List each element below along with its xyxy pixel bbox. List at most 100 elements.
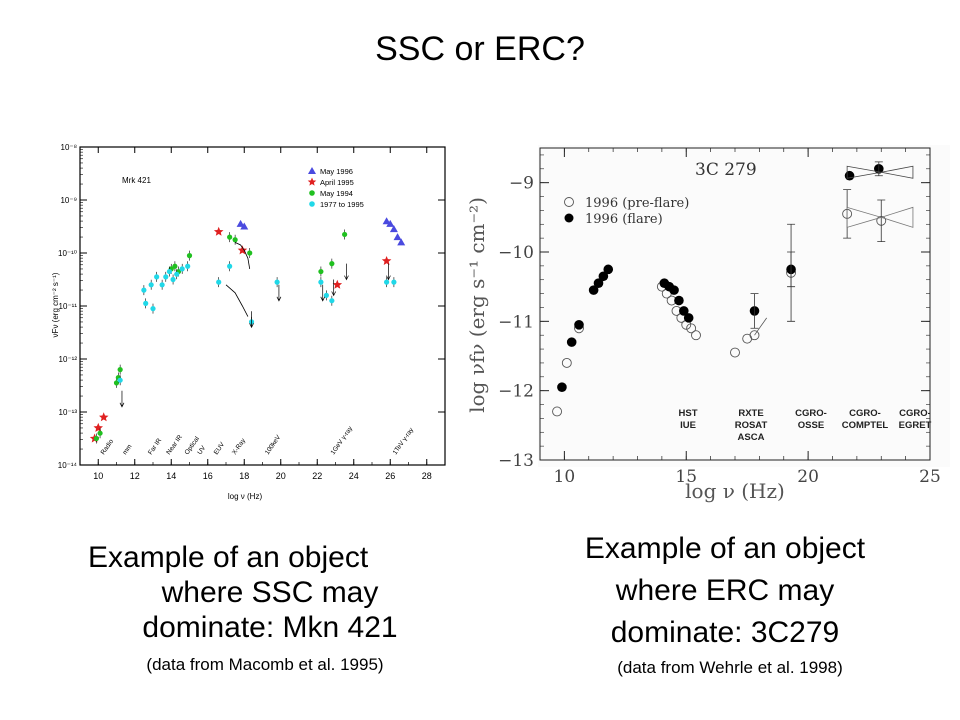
right-point-pre-flare [749, 330, 760, 341]
left-band-label: Near IR [165, 434, 184, 457]
right-y-tick-label: −9 [509, 174, 534, 194]
left-legend-label: May 1996 [320, 167, 353, 176]
left-point-april-1995 [99, 412, 109, 422]
left-x-tick-label: 20 [276, 471, 286, 481]
right-point-flare [844, 170, 855, 181]
left-point-1977-1995 [143, 300, 149, 306]
right-point-flare [669, 285, 679, 295]
left-point-1977-1995 [174, 271, 180, 277]
left-point-1977-1995 [216, 279, 222, 285]
right-errorbar [787, 223, 796, 322]
left-caption-line3: dominate: Mkn 421 [142, 611, 398, 644]
right-x-tick-label: 10 [554, 467, 576, 487]
slide-title: SSC or ERC? [375, 30, 585, 68]
left-point-may-1996 [397, 238, 406, 246]
left-point-may-1996 [389, 225, 398, 233]
left-uv-model-curve [225, 284, 249, 317]
right-x-tick-label: 20 [797, 467, 819, 487]
left-y-tick-label: 10⁻⁹ [60, 196, 77, 205]
left-point-may-1994 [342, 231, 348, 238]
right-band-label: EGRET [899, 420, 932, 431]
left-x-tick-label: 14 [166, 471, 176, 481]
left-upper-limit-arrow [386, 263, 391, 281]
left-point-1977-1995 [323, 292, 329, 298]
left-caption: Example of an object where SSC may domin… [70, 540, 470, 645]
left-upper-limit-arrow [119, 390, 125, 408]
mrk421-sed-plot: 10 12 14 16 18 20 22 24 26 28 10⁻⁸ 10⁻⁹ 10⁻¹⁰ 10⁻¹¹ 10… [51, 143, 446, 501]
right-y-tick-label: −13 [498, 451, 534, 471]
left-upper-limit-arrow [249, 311, 254, 329]
left-y-tick-label: 10⁻¹⁰ [58, 249, 77, 258]
right-source-note: (data from Wehrle et al. 1998) [617, 658, 843, 677]
right-object-label: 3C 279 [695, 160, 757, 180]
left-legend-label: April 1995 [320, 178, 354, 187]
left-legend: May 1996 April 1995 May 1994 1977 to 1995 [307, 167, 364, 209]
right-xray-slope-line [754, 317, 768, 336]
right-band-label: COMPTEL [842, 420, 889, 431]
left-legend-marker [309, 201, 315, 207]
right-x-axis-label: log ν (Hz) [685, 479, 785, 503]
left-point-may-1994 [247, 250, 253, 256]
left-point-1977-1995 [141, 287, 147, 293]
right-band-label: ROSAT [735, 420, 768, 431]
left-xray-model-curve [234, 242, 251, 269]
left-x-tick-label: 18 [239, 471, 249, 481]
right-caption-line2: where ERC may [615, 574, 835, 607]
left-point-1977-1995 [384, 279, 390, 285]
right-x-tick-label: 25 [919, 467, 941, 487]
left-point-may-1994 [186, 253, 193, 259]
left-point-1977-1995 [163, 274, 169, 280]
left-x-tick-label: 10 [93, 471, 103, 481]
left-upper-limit-arrow [276, 284, 282, 302]
right-point-pre-flare [691, 330, 701, 341]
left-point-april-1995 [332, 279, 343, 289]
left-legend-label: 1977 to 1995 [320, 200, 364, 209]
right-band-label: ASCA [738, 432, 765, 443]
left-x-tick-label: 24 [349, 471, 359, 481]
left-upper-limit-arrow [344, 263, 349, 281]
left-point-1977-1995 [170, 276, 176, 283]
left-point-1977-1995 [154, 274, 160, 280]
left-point-may-1996 [393, 233, 402, 241]
left-legend-marker [309, 190, 315, 196]
left-band-label: X-Ray [231, 437, 248, 456]
right-point-flare [566, 337, 577, 347]
left-x-tick-label: 22 [312, 471, 322, 481]
right-errorbar [874, 161, 883, 177]
right-legend-marker [564, 197, 574, 207]
right-errorbar [750, 293, 759, 329]
right-point-flare [574, 320, 584, 330]
left-x-tick-label: 16 [203, 471, 213, 481]
right-y-tick-label: −12 [498, 382, 534, 402]
left-y-tick-label: 10⁻¹⁴ [58, 461, 78, 470]
left-point-1977-1995 [318, 279, 324, 285]
right-point-pre-flare [561, 357, 572, 368]
right-legend-label: 1996 (flare) [585, 212, 663, 227]
right-point-flare [683, 313, 694, 323]
right-point-flare [588, 285, 599, 295]
left-legend-marker [308, 167, 316, 174]
left-caption-line1: Example of an object [88, 541, 369, 574]
left-point-may-1996 [240, 222, 249, 230]
left-point-1977-1995 [179, 266, 185, 272]
right-y-tick-label: −11 [498, 312, 534, 332]
left-point-1977-1995 [274, 279, 280, 285]
left-point-may-1994 [117, 367, 123, 373]
left-point-1977-1995 [329, 298, 335, 304]
left-legend-label: May 1994 [320, 189, 353, 198]
left-y-tick-label: 10⁻¹² [59, 355, 78, 364]
right-plot-bg [538, 145, 950, 467]
left-band-label: 1GeV γ-ray [330, 425, 355, 457]
right-point-pre-flare [730, 347, 740, 358]
left-point-may-1994 [227, 234, 233, 240]
left-source-note: (data from Macomb et al. 1995) [146, 655, 384, 674]
right-band-label: OSSE [798, 420, 824, 431]
right-point-flare [679, 306, 689, 316]
right-y-tick-label: −10 [498, 243, 534, 263]
3c279-sed-plot: 10 15 20 25 −9 −10 −11 −12 −13 3C 279 1996 (pre-… [465, 145, 950, 503]
left-x-tick-label: 12 [130, 471, 140, 481]
right-point-pre-flare [552, 406, 563, 417]
left-point-1977-1995 [150, 306, 156, 312]
right-caption-line1: Example of an object [584, 532, 866, 565]
left-point-may-1994 [97, 430, 103, 436]
